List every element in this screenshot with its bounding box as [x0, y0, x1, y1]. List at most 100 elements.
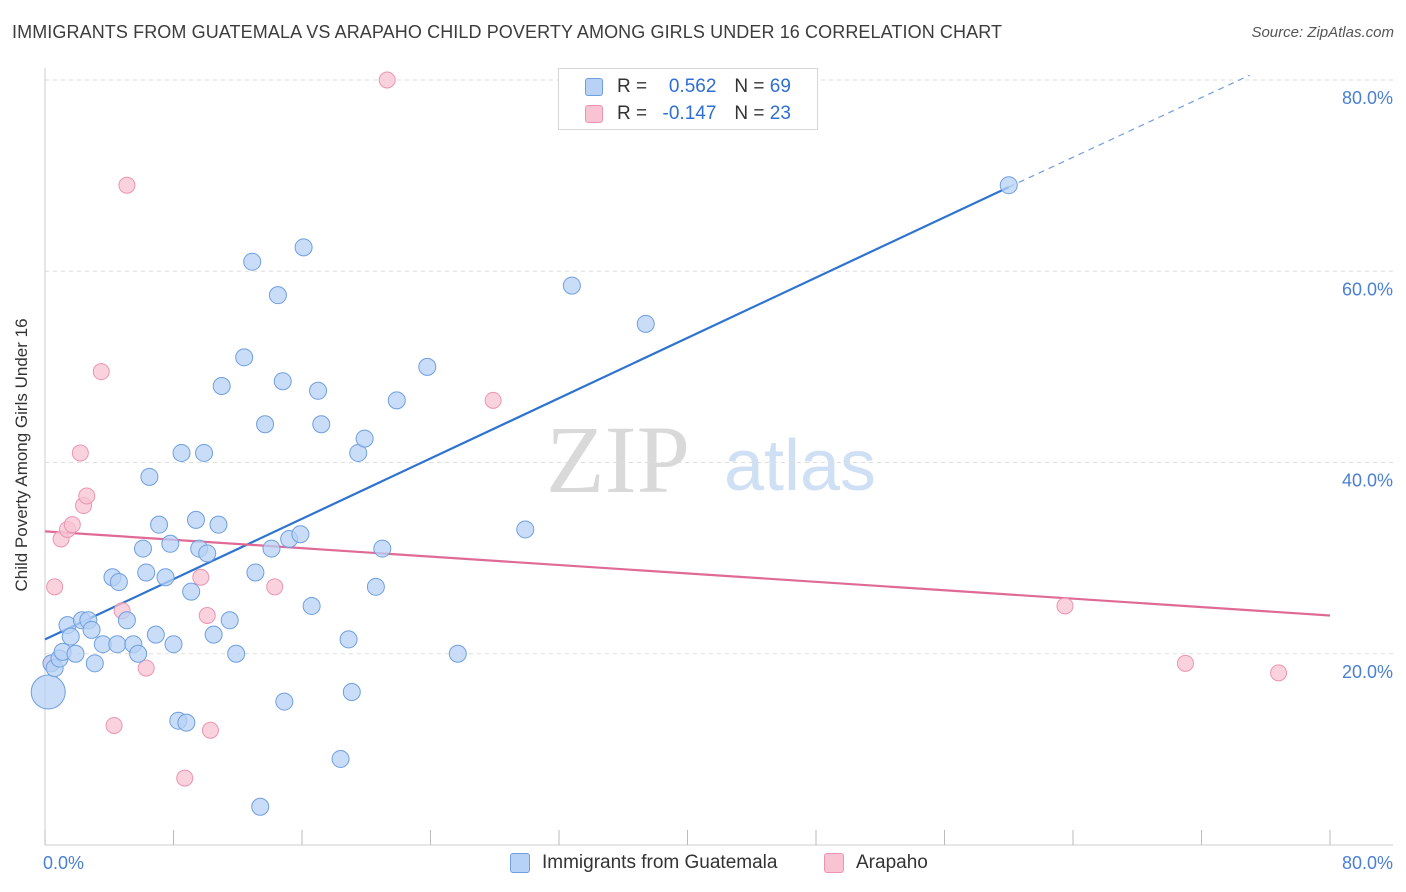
- guatemala-point: [161, 534, 180, 553]
- gridlines: [45, 79, 1393, 655]
- bottom-legend-arapaho: Arapaho: [824, 852, 928, 874]
- watermark-atlas: atlas: [724, 426, 876, 506]
- guatemala-n-value: 69: [769, 76, 791, 97]
- guatemala-point: [275, 692, 294, 711]
- guatemala-point: [172, 443, 191, 462]
- guatemala-point: [366, 577, 385, 596]
- arapaho-point: [71, 444, 89, 462]
- guatemala-point: [273, 372, 292, 391]
- guatemala-n-label: N =: [734, 76, 765, 97]
- arapaho-swatch: [585, 105, 603, 123]
- guatemala-point: [133, 539, 152, 558]
- arapaho-point: [1270, 664, 1288, 682]
- arapaho-point: [1176, 654, 1194, 672]
- y-tick-label: 60.0%: [1342, 279, 1393, 299]
- bottom-guatemala-swatch: [510, 853, 530, 873]
- arapaho-point: [1056, 597, 1074, 615]
- arapaho-point: [201, 721, 219, 739]
- guatemala-point: [309, 381, 328, 400]
- guatemala-point: [418, 357, 437, 376]
- guatemala-point: [108, 635, 127, 654]
- axes: [44, 68, 1393, 846]
- source-label: Source: ZipAtlas.com: [1251, 24, 1394, 41]
- guatemala-point: [999, 176, 1018, 195]
- bottom-guatemala-label: Immigrants from Guatemala: [542, 852, 778, 873]
- guatemala-point: [448, 644, 467, 663]
- guatemala-point: [235, 348, 254, 367]
- guatemala-point: [256, 415, 275, 434]
- guatemala-point: [291, 525, 310, 544]
- guatemala-point: [164, 635, 183, 654]
- y-tick-label: 80.0%: [1342, 88, 1393, 108]
- guatemala-trend-line: [44, 186, 1010, 641]
- guatemala-point: [342, 683, 361, 701]
- stats-legend: R = 0.562 N = 69 R = -0.147 N = 23: [558, 68, 818, 130]
- guatemala-r-value: 0.562: [668, 76, 717, 97]
- arapaho-point: [266, 578, 284, 596]
- guatemala-point: [198, 544, 217, 563]
- guatemala-point: [246, 563, 265, 582]
- guatemala-point: [82, 620, 101, 639]
- guatemala-point: [129, 644, 148, 663]
- bottom-legend-guatemala: Immigrants from Guatemala: [510, 852, 777, 874]
- arapaho-r-label: R =: [617, 103, 648, 124]
- guatemala-point: [355, 429, 374, 448]
- y-tick-label: 20.0%: [1342, 662, 1393, 682]
- guatemala-point: [387, 391, 406, 410]
- guatemala-point: [268, 286, 287, 305]
- guatemala-point: [146, 625, 165, 644]
- legend-row-guatemala: R = 0.562 N = 69: [585, 75, 791, 99]
- bottom-arapaho-label: Arapaho: [856, 852, 928, 873]
- trend-lines: [44, 74, 1331, 641]
- guatemala-r-label: R =: [617, 76, 648, 97]
- guatemala-point: [195, 443, 214, 462]
- arapaho-point: [92, 363, 110, 381]
- arapaho-point: [78, 487, 96, 505]
- arapaho-point: [137, 659, 155, 677]
- guatemala-point: [262, 539, 281, 558]
- guatemala-point: [204, 625, 223, 644]
- guatemala-swatch: [585, 78, 603, 96]
- guatemala-point: [339, 630, 358, 649]
- guatemala-point: [209, 515, 228, 534]
- guatemala-point: [182, 582, 201, 601]
- guatemala-points: [30, 176, 1018, 816]
- guatemala-point: [109, 573, 128, 592]
- guatemala-trend-extension: [1008, 74, 1250, 188]
- guatemala-point: [331, 749, 350, 768]
- arapaho-point: [46, 578, 64, 596]
- arapaho-trend-line: [44, 530, 1331, 617]
- chart-title: IMMIGRANTS FROM GUATEMALA VS ARAPAHO CHI…: [12, 22, 1003, 42]
- guatemala-point: [30, 674, 66, 710]
- guatemala-point: [150, 515, 169, 534]
- guatemala-point: [85, 654, 104, 673]
- guatemala-point: [220, 611, 239, 630]
- arapaho-point: [484, 391, 502, 409]
- guatemala-point: [117, 611, 136, 630]
- x-tick-label-min: 0.0%: [43, 853, 84, 873]
- guatemala-point: [227, 644, 246, 663]
- guatemala-point: [137, 563, 156, 582]
- guatemala-point: [61, 627, 80, 646]
- guatemala-point: [302, 596, 321, 615]
- guatemala-point: [66, 644, 85, 663]
- tick-labels: 20.0% 40.0% 60.0% 80.0% 0.0% 80.0%: [43, 88, 1393, 873]
- y-axis-label: Child Poverty Among Girls Under 16: [12, 318, 31, 592]
- arapaho-r-value: -0.147: [662, 103, 717, 124]
- guatemala-point: [294, 238, 313, 257]
- guatemala-point: [140, 467, 159, 486]
- guatemala-point: [177, 713, 196, 732]
- guatemala-point: [373, 539, 392, 558]
- bottom-arapaho-swatch: [824, 853, 844, 873]
- arapaho-point: [118, 176, 136, 194]
- watermark-zip: ZIP: [546, 406, 690, 513]
- arapaho-point: [63, 516, 81, 534]
- guatemala-point: [156, 568, 175, 587]
- arapaho-point: [378, 71, 396, 89]
- guatemala-point: [562, 276, 581, 295]
- y-tick-label: 40.0%: [1342, 471, 1393, 491]
- guatemala-point: [636, 314, 655, 333]
- arapaho-point: [198, 607, 216, 624]
- guatemala-point: [312, 415, 331, 434]
- watermark: ZIP atlas: [546, 406, 876, 513]
